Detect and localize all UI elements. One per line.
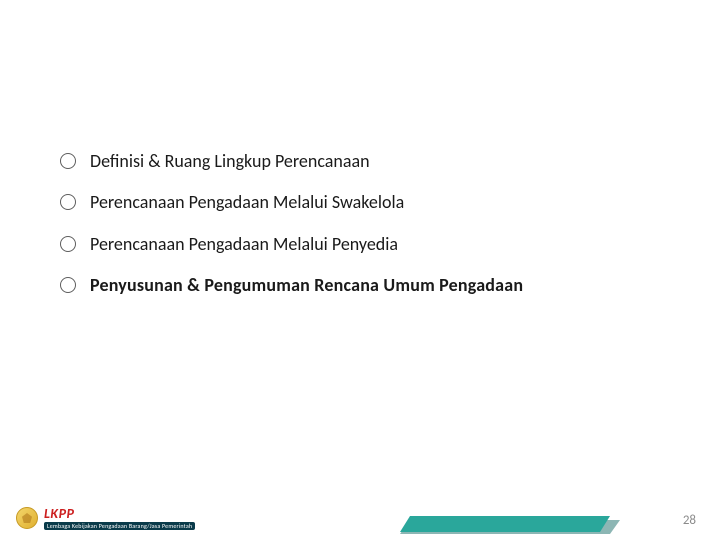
logo-subtitle: Lembaga Kebijakan Pengadaan Barang/Jasa … [44,522,195,530]
bullet-icon [60,194,76,210]
list-item-text: Perencanaan Pengadaan Melalui Penyedia [90,233,398,256]
list-item-text-emph: Penyusunan & Pengumuman Rencana Umum Pen… [90,274,523,297]
list-item-text: Definisi & Ruang Lingkup Perencanaan [90,150,370,173]
slide-footer: LKPP Lembaga Kebijakan Pengadaan Barang/… [0,494,720,540]
bullet-icon [60,236,76,252]
bullet-icon [60,277,76,293]
list-item-text: Perencanaan Pengadaan Melalui Swakelola [90,191,404,214]
page-number: 28 [683,513,696,528]
slide-container: Definisi & Ruang Lingkup Perencanaan Per… [0,0,720,540]
list-item: Perencanaan Pengadaan Melalui Penyedia [60,233,660,256]
bullet-icon [60,153,76,169]
ribbon-shape [400,516,610,532]
logo-name: LKPP [44,507,195,521]
logo-emblem-icon [16,507,38,529]
list-item: Definisi & Ruang Lingkup Perencanaan [60,150,660,173]
outline-list: Definisi & Ruang Lingkup Perencanaan Per… [60,150,660,316]
list-item: Penyusunan & Pengumuman Rencana Umum Pen… [60,274,660,297]
logo-text-block: LKPP Lembaga Kebijakan Pengadaan Barang/… [44,507,195,530]
list-item: Perencanaan Pengadaan Melalui Swakelola [60,191,660,214]
